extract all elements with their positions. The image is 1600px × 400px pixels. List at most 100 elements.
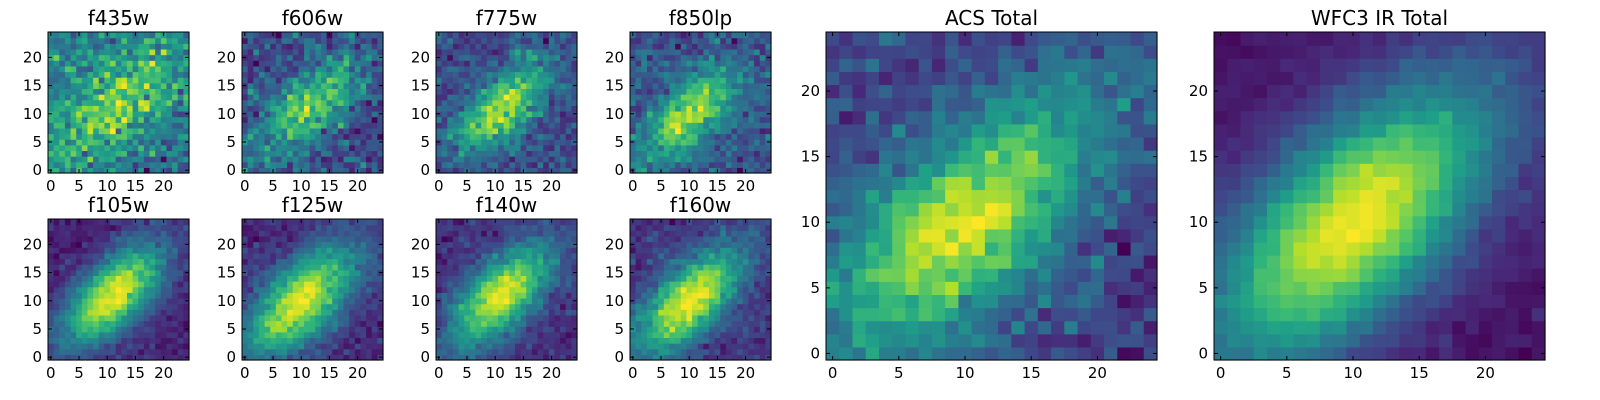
heatmap-cell — [436, 230, 443, 237]
heatmap-cell — [172, 82, 179, 89]
heatmap-cell — [447, 314, 454, 322]
heatmap-cell — [343, 110, 350, 118]
heatmap-cell — [560, 275, 567, 282]
heatmap-cell — [177, 247, 184, 254]
heatmap-cell — [697, 54, 704, 61]
heatmap-cell — [132, 326, 139, 333]
heatmap-cell — [93, 32, 100, 39]
heatmap-cell — [132, 82, 139, 89]
heatmap-cell — [298, 82, 305, 89]
heatmap-cell — [520, 320, 527, 327]
heatmap-cell — [486, 48, 493, 56]
heatmap-cell — [742, 150, 750, 157]
heatmap-cell — [486, 105, 493, 112]
heatmap-cell — [458, 331, 465, 339]
heatmap-cell — [697, 167, 704, 174]
heatmap-cell — [742, 116, 750, 123]
heatmap-cell — [697, 281, 704, 288]
heatmap-cell — [264, 37, 271, 44]
heatmap-cell — [725, 281, 733, 288]
heatmap-cell — [115, 286, 122, 293]
heatmap-cell — [646, 354, 654, 361]
heatmap-cell — [675, 337, 682, 344]
heatmap-cell — [464, 65, 471, 73]
heatmap-cell — [737, 303, 744, 310]
heatmap-cell — [765, 281, 772, 288]
heatmap-cell — [531, 241, 539, 248]
heatmap-cell — [315, 286, 322, 293]
heatmap-cell — [548, 110, 556, 118]
heatmap-cell — [742, 348, 750, 355]
heatmap-cell — [258, 264, 266, 271]
heatmap-cell — [258, 48, 266, 56]
heatmap-cell — [166, 320, 173, 327]
heatmap-cell — [149, 161, 156, 168]
heatmap-cell — [371, 88, 378, 95]
heatmap-cell — [143, 116, 151, 123]
heatmap-cell — [737, 122, 744, 129]
heatmap-cell — [264, 264, 271, 271]
heatmap-cell — [680, 77, 687, 84]
heatmap-cell — [177, 43, 184, 50]
heatmap-cell — [70, 230, 77, 237]
heatmap-cell — [98, 235, 105, 243]
heatmap-cell — [737, 60, 744, 67]
heatmap-cell — [166, 60, 173, 67]
heatmap-cell — [658, 82, 665, 89]
heatmap-cell — [59, 82, 66, 89]
heatmap-cell — [514, 219, 522, 226]
heatmap-cell — [177, 331, 184, 339]
heatmap-cell — [714, 314, 721, 322]
heatmap-cell — [492, 252, 499, 260]
heatmap-cell — [469, 247, 477, 254]
heatmap-cell — [304, 48, 311, 56]
heatmap-cell — [436, 65, 443, 73]
heatmap-cell — [349, 275, 356, 282]
heatmap-cell — [48, 252, 55, 260]
heatmap-cell — [253, 286, 260, 293]
heatmap-cell — [160, 343, 168, 350]
heatmap-cell — [565, 156, 572, 163]
heatmap-cells — [436, 32, 578, 174]
heatmap-cell — [652, 32, 659, 39]
heatmap-cell — [537, 309, 544, 316]
heatmap-cell — [366, 105, 373, 112]
heatmap-cell — [343, 32, 350, 39]
heatmap-cell — [498, 297, 505, 305]
heatmap-cell — [481, 32, 488, 39]
heatmap-cell — [166, 326, 173, 333]
heatmap-cell — [253, 297, 260, 305]
x-tick-label: 10 — [98, 364, 117, 382]
heatmap-cell — [492, 116, 499, 123]
heatmap-cell — [270, 94, 277, 101]
heatmap-cell — [452, 247, 460, 254]
heatmap-cell — [469, 150, 477, 157]
heatmap-cell — [520, 314, 527, 322]
heatmap-cell — [436, 127, 443, 135]
heatmap-cell — [76, 48, 83, 56]
heatmap-cell — [275, 32, 283, 39]
heatmap-cell — [87, 37, 94, 44]
heatmap-cell — [452, 144, 460, 152]
heatmap-cell — [554, 219, 561, 226]
heatmap-cell — [287, 54, 294, 61]
heatmap-cell — [565, 139, 572, 146]
heatmap-cell — [703, 105, 710, 112]
heatmap-cell — [183, 281, 190, 288]
heatmap-cell — [320, 314, 328, 322]
heatmap-cell — [320, 133, 328, 140]
heatmap-cell — [332, 116, 339, 123]
x-tick-label: 0 — [46, 364, 56, 382]
heatmap-cell — [287, 258, 294, 265]
heatmap-cell — [126, 297, 134, 305]
heatmap-cell — [481, 230, 488, 237]
heatmap-cell — [464, 122, 471, 129]
heatmap-cell — [132, 309, 139, 316]
heatmap-cell — [686, 326, 693, 333]
heatmap-cell — [565, 309, 572, 316]
heatmap-cell — [731, 133, 738, 140]
y-tick-label: 10 — [411, 105, 430, 123]
heatmap-cell — [126, 247, 134, 254]
x-tick-label: 5 — [462, 177, 472, 195]
heatmap-cell — [492, 133, 499, 140]
